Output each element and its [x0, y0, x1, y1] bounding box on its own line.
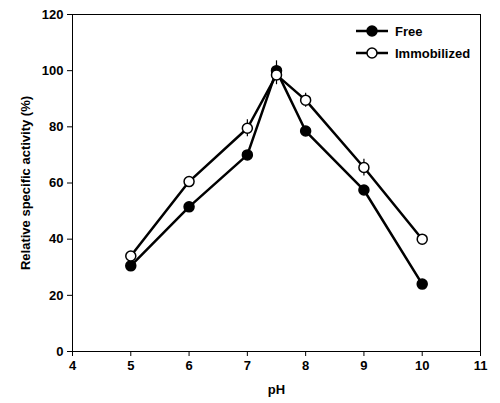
- svg-text:60: 60: [49, 175, 63, 190]
- svg-text:120: 120: [42, 7, 64, 22]
- html-text:Free: Free: [395, 23, 423, 39]
- svg-text:6: 6: [185, 358, 192, 373]
- svg-text:10: 10: [415, 358, 429, 373]
- svg-text:40: 40: [49, 231, 63, 246]
- svg-text:pH: pH: [268, 382, 285, 397]
- svg-text:0: 0: [56, 344, 63, 359]
- svg-text:11: 11: [474, 358, 488, 373]
- svg-text:5: 5: [127, 358, 134, 373]
- svg-text:8: 8: [302, 358, 309, 373]
- svg-text:100: 100: [42, 63, 64, 78]
- svg-text:4: 4: [69, 358, 77, 373]
- svg-text:9: 9: [360, 358, 367, 373]
- svg-text:80: 80: [49, 119, 63, 134]
- svg-text:20: 20: [49, 287, 63, 302]
- svg-text:Relative specific activity (%): Relative specific activity (%): [18, 96, 33, 270]
- html-text:Immobilized: Immobilized: [395, 45, 471, 61]
- svg-text:7: 7: [244, 358, 251, 373]
